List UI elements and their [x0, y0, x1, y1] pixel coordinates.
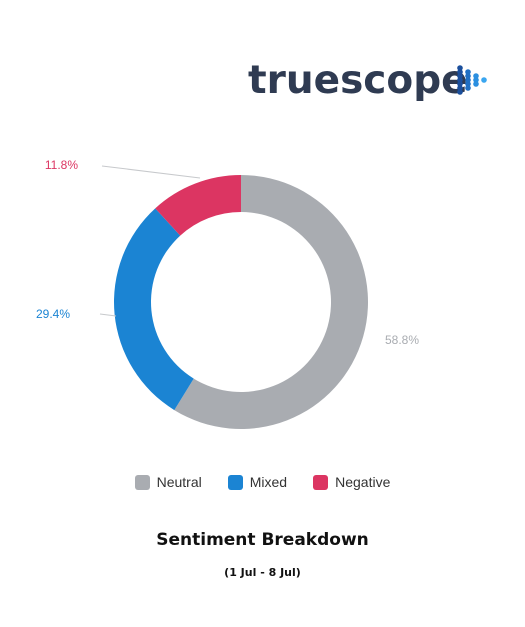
- legend-label: Neutral: [156, 474, 202, 490]
- logo-dot: [473, 73, 479, 79]
- logo-dot: [457, 85, 463, 91]
- slice-label-mixed: 29.4%: [36, 307, 70, 321]
- logo-dot: [457, 81, 463, 87]
- sentiment-donut-chart: 58.8% 29.4% 11.8%: [36, 158, 419, 429]
- legend-item-neutral[interactable]: Neutral: [134, 474, 202, 490]
- logo-dot-arrow-icon: [457, 65, 487, 95]
- logo-dot: [465, 69, 471, 75]
- logo-dot: [473, 81, 479, 87]
- donut-slice-neutral: [174, 175, 369, 429]
- label-leader-line: [101, 165, 201, 179]
- slice-label-negative: 11.8%: [45, 158, 78, 172]
- legend-item-mixed[interactable]: Mixed: [227, 474, 288, 490]
- chart-legend: Neutral Mixed Negative: [0, 474, 525, 490]
- logo-dot: [473, 77, 479, 83]
- logo-dot: [465, 77, 471, 83]
- logo-dot: [457, 69, 463, 75]
- chart-subtitle: (1 Jul - 8 Jul): [224, 566, 301, 579]
- logo-dot: [457, 65, 463, 71]
- truescope-logo: truescope: [248, 56, 508, 110]
- label-leader-line: [99, 313, 117, 317]
- legend-swatch: [313, 474, 329, 490]
- donut-slice-negative: [155, 175, 241, 236]
- logo-dot: [465, 73, 471, 79]
- legend-label: Mixed: [249, 474, 288, 490]
- legend-item-negative[interactable]: Negative: [313, 474, 390, 490]
- logo-dot: [481, 77, 487, 83]
- legend-swatch: [134, 474, 150, 490]
- logo-dot: [457, 89, 463, 95]
- logo-wordmark: truescope: [248, 58, 468, 103]
- legend-label: Negative: [335, 474, 391, 490]
- logo-dot: [457, 73, 463, 79]
- logo-dot: [465, 85, 471, 91]
- slice-label-neutral: 58.8%: [385, 333, 419, 347]
- legend-swatch: [227, 474, 243, 490]
- logo-dot: [465, 81, 471, 87]
- chart-title: Sentiment Breakdown: [156, 530, 369, 550]
- donut-slice-mixed: [114, 208, 194, 411]
- logo-dot: [457, 77, 463, 83]
